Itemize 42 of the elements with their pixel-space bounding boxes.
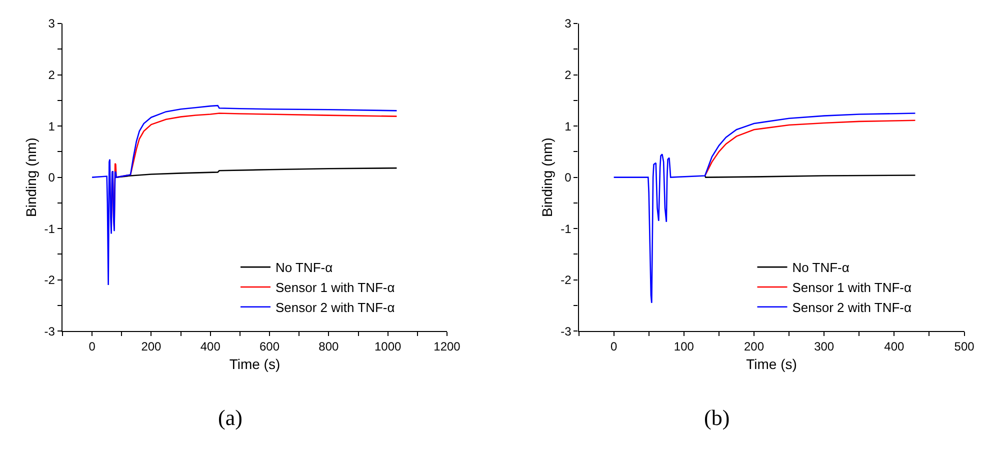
y-tick-label: 1 <box>564 119 572 134</box>
y-tick-label: 1 <box>48 119 56 134</box>
x-tick-label: 100 <box>674 340 694 354</box>
x-tick-label: 0 <box>610 340 618 354</box>
x-tick-label: 1200 <box>434 340 461 354</box>
y-tick-label: -3 <box>560 324 572 338</box>
y-tick-label: -1 <box>560 222 572 236</box>
x-tick-label: 0 <box>88 340 96 354</box>
legend-label: No TNF-α <box>276 260 334 276</box>
x-tick-label: 200 <box>141 340 162 354</box>
text: (a) <box>218 405 242 430</box>
y-tick-label: 0 <box>564 170 572 185</box>
line-series <box>613 112 916 304</box>
y-axis-title: Binding (nm) <box>539 138 556 217</box>
x-tick-label: 1000 <box>374 340 402 354</box>
x-tick-label: 400 <box>884 340 905 354</box>
x-axis-title: Time (s) <box>746 356 797 372</box>
legend-label: Sensor 2 with TNF-α <box>276 300 396 315</box>
y-tick-label: 2 <box>564 68 572 82</box>
y-tick-label: -1 <box>44 222 56 236</box>
x-tick-label: 500 <box>954 340 975 354</box>
y-tick-label: 0 <box>48 170 56 185</box>
y-axis-title: Binding (nm) <box>22 138 39 217</box>
text: (b) <box>704 405 730 430</box>
y-tick-label: 3 <box>564 16 572 31</box>
legend-label: Sensor 2 with TNF-α <box>792 300 912 315</box>
line-series <box>704 120 916 176</box>
x-axis-title: Time (s) <box>229 356 280 372</box>
x-tick-label: 800 <box>318 340 340 354</box>
x-tick-label: 400 <box>200 340 221 354</box>
y-tick-label: -2 <box>560 273 572 288</box>
legend-label: Sensor 1 with TNF-α <box>276 280 396 296</box>
line-series <box>116 167 398 178</box>
y-tick-label: 3 <box>48 16 56 31</box>
y-tick-label: 2 <box>48 68 56 82</box>
legend-label: No TNF-α <box>792 260 850 276</box>
x-tick-label: 300 <box>814 340 834 354</box>
y-tick-label: -3 <box>44 324 56 338</box>
legend-label: Sensor 1 with TNF-α <box>792 280 912 296</box>
y-tick-label: -2 <box>44 273 56 288</box>
x-tick-label: 600 <box>260 340 280 354</box>
x-tick-label: 200 <box>744 340 764 354</box>
